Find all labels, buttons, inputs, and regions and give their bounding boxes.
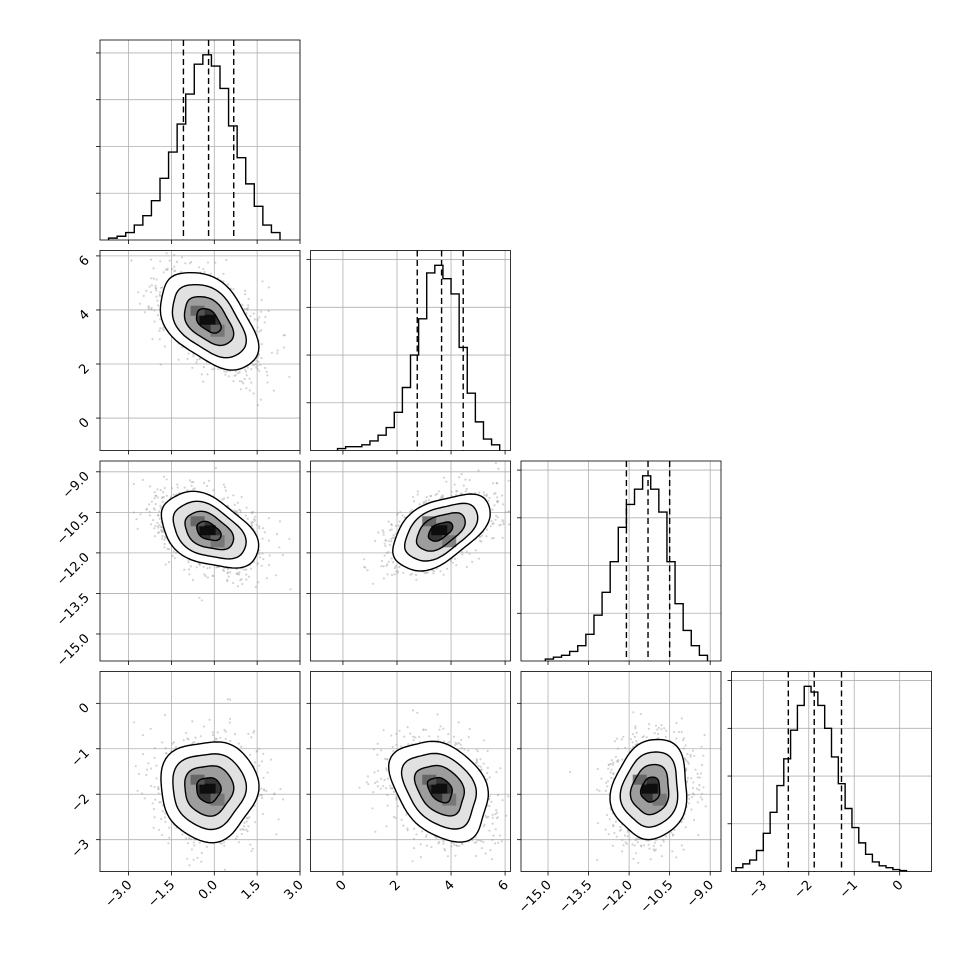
- x-tick-label: 2: [387, 878, 403, 894]
- density-panel-1-4: [96, 671, 301, 876]
- histogram-panel-4: [727, 671, 932, 876]
- contour-line-2: [184, 510, 235, 551]
- x-tick-label: −13.5: [557, 878, 596, 917]
- y-tick-label: −10.5: [54, 510, 93, 549]
- contour-line-1: [427, 521, 454, 542]
- y-tick-label: 4: [76, 307, 92, 323]
- contour-line-4: [159, 272, 260, 371]
- density-panel-3-4: [517, 671, 722, 876]
- y-tick-label: −2: [69, 791, 93, 815]
- panel-frame: [310, 460, 511, 662]
- density-core: [632, 774, 667, 806]
- density-panel-1-3: [96, 460, 301, 665]
- y-tick-label: 0: [76, 415, 92, 431]
- density-core: [190, 516, 225, 548]
- contour-line-2: [184, 765, 235, 817]
- x-tick-label: 0.0: [196, 878, 221, 903]
- x-tick-label: −3.0: [102, 878, 135, 911]
- histogram-steps: [336, 264, 501, 451]
- contour-line-3: [400, 752, 477, 830]
- x-tick-label: −10.5: [638, 878, 677, 917]
- panel-frame: [99, 460, 301, 662]
- panel-frame: [99, 671, 301, 872]
- x-tick-label: 1.5: [239, 878, 264, 903]
- panel-frame: [310, 250, 511, 451]
- contour-line-4: [387, 740, 489, 843]
- contour-line-1: [639, 776, 661, 803]
- contour-line-4: [160, 490, 260, 569]
- contour-line-2: [629, 763, 670, 816]
- x-tick-label: 6: [495, 878, 511, 894]
- contour-line-1: [196, 776, 222, 804]
- panel-frame: [99, 250, 301, 451]
- x-tick-label: 3.0: [282, 878, 307, 903]
- histogram-panel-1: [96, 39, 301, 244]
- x-tick-label: 4: [441, 878, 457, 894]
- y-tick-label: −9.0: [60, 469, 93, 502]
- contour-line-4: [392, 493, 491, 572]
- x-tick-label: −2: [791, 878, 815, 902]
- x-tick-label: −3: [746, 878, 770, 902]
- y-tick-label: 0: [76, 701, 92, 717]
- contour-line-1: [426, 776, 454, 804]
- x-tick-label: −12.0: [597, 878, 636, 917]
- y-tick-label: −15.0: [54, 631, 93, 670]
- density-panel-1-2: [96, 250, 301, 455]
- contour-line-4: [160, 741, 260, 844]
- x-tick-label: 0: [333, 878, 349, 894]
- y-tick-label: −1: [69, 746, 93, 770]
- density-core: [190, 774, 225, 806]
- y-tick-label: −3: [69, 837, 93, 861]
- contour-line-2: [413, 764, 465, 817]
- y-tick-label: 2: [76, 361, 92, 377]
- histogram-steps: [107, 54, 281, 240]
- panel-frame: [520, 460, 722, 662]
- contour-line-3: [171, 284, 248, 359]
- panel-frame: [520, 671, 722, 872]
- contour-line-3: [172, 753, 248, 831]
- y-tick-label: −13.5: [54, 591, 93, 630]
- x-tick-label: −15.0: [516, 878, 555, 917]
- x-tick-label: 0: [890, 878, 906, 894]
- contour-line-3: [619, 751, 679, 828]
- contour-line-4: [609, 738, 688, 841]
- density-panel-2-4: [306, 671, 511, 876]
- x-tick-label: −1.5: [145, 878, 178, 911]
- histogram-steps: [544, 475, 709, 661]
- contour-line-2: [415, 511, 466, 552]
- x-tick-label: −9.0: [684, 878, 717, 911]
- contour-line-2: [183, 296, 235, 347]
- contour-line-3: [404, 502, 479, 562]
- x-tick-label: −1: [837, 878, 861, 902]
- panel-frame: [731, 671, 932, 872]
- histogram-panel-2: [306, 250, 511, 455]
- y-tick-label: 6: [76, 253, 92, 269]
- contour-line-3: [172, 500, 247, 560]
- density-panel-2-3: [306, 460, 511, 665]
- contour-line-1: [195, 307, 222, 334]
- y-tick-label: −12.0: [54, 550, 93, 589]
- contour-line-1: [196, 520, 222, 542]
- panel-frame: [310, 671, 511, 872]
- histogram-steps: [735, 685, 908, 872]
- panel-frame: [99, 39, 301, 241]
- histogram-panel-3: [517, 460, 722, 665]
